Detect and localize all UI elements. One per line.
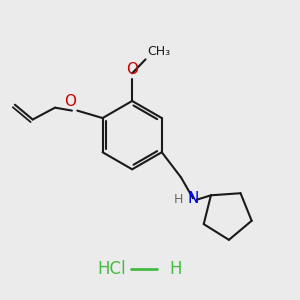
Text: O: O xyxy=(64,94,76,109)
Text: CH₃: CH₃ xyxy=(147,46,170,59)
Text: N: N xyxy=(187,191,199,206)
Text: H: H xyxy=(169,260,182,278)
Text: HCl: HCl xyxy=(97,260,126,278)
Text: O: O xyxy=(126,62,138,77)
Text: H: H xyxy=(174,193,184,206)
